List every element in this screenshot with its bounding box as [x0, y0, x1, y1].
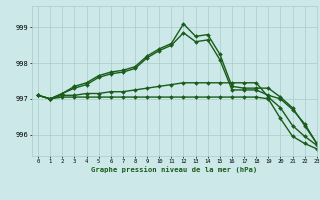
X-axis label: Graphe pression niveau de la mer (hPa): Graphe pression niveau de la mer (hPa) [91, 166, 258, 173]
